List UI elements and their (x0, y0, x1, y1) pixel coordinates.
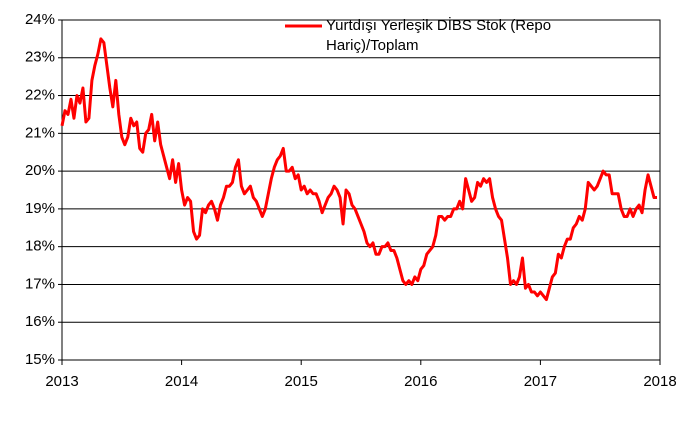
plot-frame (61, 19, 661, 361)
x-tick-label: 2018 (643, 373, 676, 390)
data-line (60, 37, 658, 302)
x-tick-label: 2017 (524, 373, 557, 390)
y-tick-label: 24% (25, 11, 55, 28)
y-tick-label: 16% (25, 313, 55, 330)
y-tick-label: 20% (25, 162, 55, 179)
x-tick-label: 2016 (404, 373, 437, 390)
y-tick-label: 15% (25, 351, 55, 368)
y-tick-label: 21% (25, 124, 55, 141)
y-tick-label: 19% (25, 200, 55, 217)
x-tick-label: 2014 (165, 373, 198, 390)
legend-label: Yurtdışı Yerleşik DİBS Stok (Repo Hariç)… (326, 17, 552, 54)
y-tick-label: 17% (25, 275, 55, 292)
y-tick-label: 22% (25, 87, 55, 104)
y-tick-label: 23% (25, 49, 55, 66)
x-tick-label: 2013 (45, 373, 78, 390)
y-tick-label: 18% (25, 238, 55, 255)
x-tick-label: 2015 (285, 373, 318, 390)
